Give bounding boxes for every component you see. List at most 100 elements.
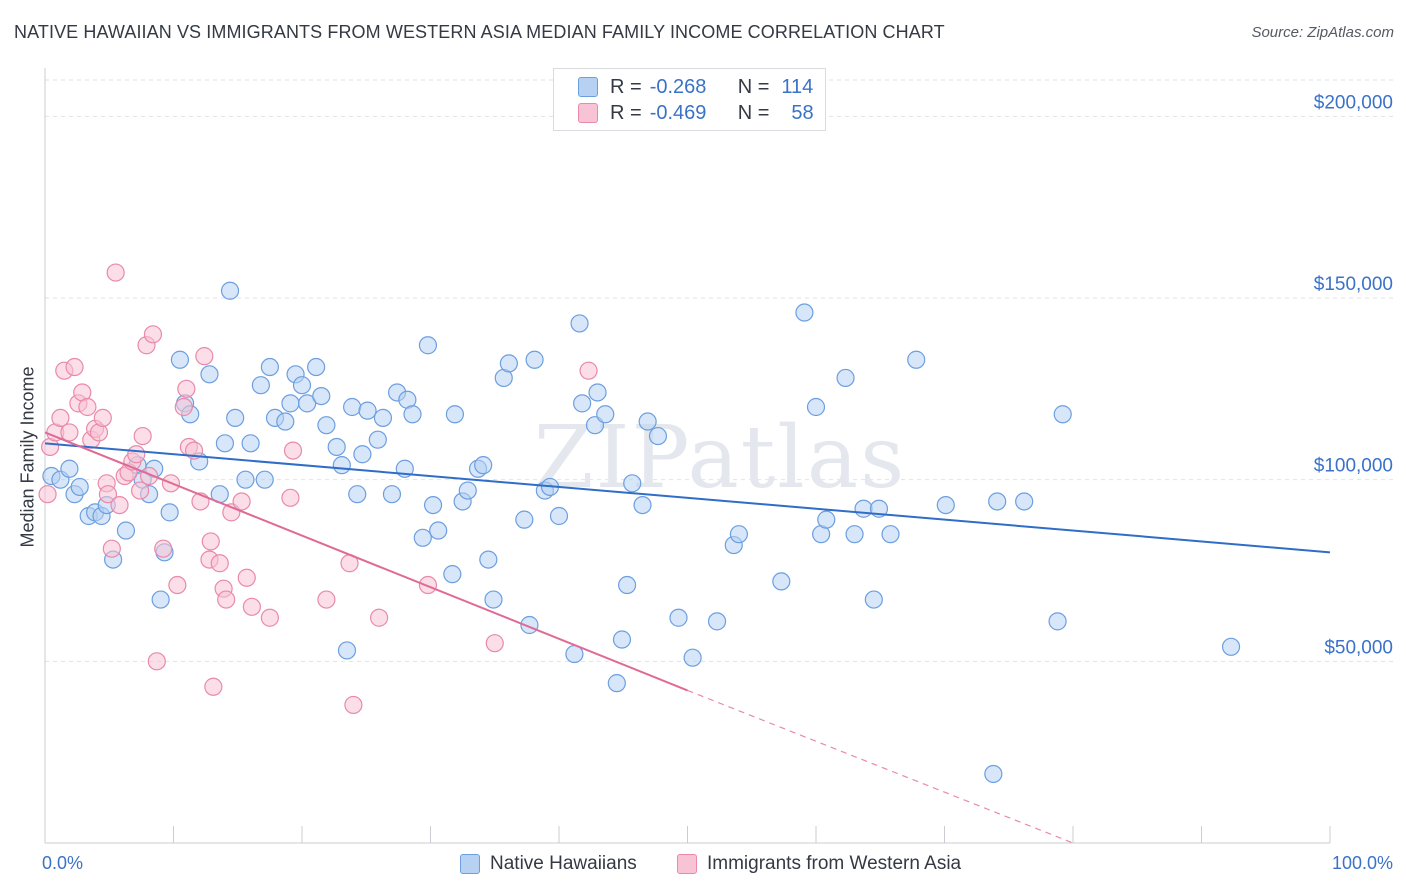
data-point bbox=[241, 434, 260, 453]
data-point bbox=[147, 652, 166, 671]
data-point bbox=[368, 430, 387, 449]
data-point bbox=[237, 568, 256, 587]
series-immigrants-western-asia bbox=[38, 263, 598, 715]
data-point bbox=[418, 336, 438, 355]
data-point bbox=[130, 481, 150, 500]
data-point bbox=[317, 590, 336, 609]
data-point bbox=[215, 434, 234, 453]
data-point bbox=[217, 590, 236, 609]
legend-r-label: R = bbox=[610, 101, 642, 124]
data-point bbox=[403, 405, 422, 424]
data-point bbox=[143, 325, 163, 344]
data-point bbox=[255, 470, 274, 489]
data-point bbox=[168, 575, 187, 595]
data-point bbox=[413, 528, 432, 547]
data-point bbox=[232, 492, 251, 511]
data-point bbox=[1015, 492, 1034, 511]
data-point bbox=[337, 641, 357, 660]
data-point bbox=[327, 437, 346, 457]
legend-r-value: -0.268 bbox=[649, 75, 707, 98]
trend-line-western-asia-extension bbox=[687, 689, 1074, 844]
data-point bbox=[102, 539, 121, 558]
data-point bbox=[618, 575, 637, 595]
axes bbox=[44, 68, 1331, 844]
data-point bbox=[984, 764, 1003, 784]
y-tick-label: $100,000 bbox=[1314, 456, 1393, 477]
y-tick-label: $150,000 bbox=[1314, 274, 1393, 295]
data-point bbox=[106, 263, 125, 282]
data-point bbox=[648, 426, 668, 446]
data-point bbox=[70, 477, 89, 497]
data-point bbox=[474, 456, 493, 475]
data-point bbox=[579, 361, 598, 380]
data-point bbox=[307, 357, 326, 377]
data-point bbox=[348, 485, 367, 504]
data-point bbox=[373, 408, 393, 427]
data-point bbox=[38, 485, 57, 504]
legend-row-western-asia: R = -0.469 N = 58 bbox=[578, 101, 814, 125]
data-point bbox=[353, 445, 372, 464]
data-point bbox=[236, 470, 255, 489]
data-point bbox=[573, 394, 592, 413]
data-point bbox=[418, 575, 438, 595]
data-point bbox=[251, 376, 270, 395]
data-point bbox=[1048, 612, 1067, 631]
data-point bbox=[160, 503, 179, 522]
data-point bbox=[772, 572, 791, 591]
data-point bbox=[382, 485, 402, 504]
data-point bbox=[612, 630, 632, 649]
legend-r-value: -0.469 bbox=[649, 101, 707, 124]
tick-labels: $50,000 $100,000 $150,000 $200,000 0.0% 100.0… bbox=[42, 92, 1393, 873]
data-point bbox=[423, 496, 443, 515]
series-layer bbox=[38, 263, 1241, 784]
data-point bbox=[226, 408, 245, 427]
data-point bbox=[795, 303, 814, 322]
legend-n-label: N = bbox=[737, 75, 770, 98]
y-axis-label: Median Family Income bbox=[17, 366, 38, 548]
data-point bbox=[204, 677, 223, 696]
series-name: Immigrants from Western Asia bbox=[707, 853, 962, 874]
stats-legend: R = -0.268 N = 114 R = -0.469 N = 58 bbox=[553, 68, 826, 131]
data-point bbox=[864, 590, 883, 609]
series-legend-native-hawaiians: Native Hawaiians bbox=[460, 851, 637, 877]
data-point bbox=[210, 554, 229, 573]
data-point bbox=[200, 365, 219, 384]
data-point bbox=[817, 510, 836, 529]
data-point bbox=[174, 397, 193, 417]
data-point bbox=[358, 401, 377, 420]
data-point bbox=[332, 456, 351, 475]
data-point bbox=[154, 539, 173, 558]
data-point bbox=[806, 397, 826, 417]
series-legend-western-asia: Immigrants from Western Asia bbox=[677, 851, 961, 877]
data-point bbox=[110, 496, 129, 515]
data-point bbox=[312, 387, 331, 406]
x-tick-label: 100.0% bbox=[1332, 853, 1393, 873]
data-point bbox=[1221, 637, 1241, 656]
data-point bbox=[907, 350, 926, 369]
data-point bbox=[276, 412, 295, 431]
legend-swatch-blue bbox=[578, 77, 598, 97]
data-point bbox=[683, 648, 702, 667]
data-point bbox=[133, 426, 152, 446]
data-point bbox=[458, 481, 477, 500]
data-point bbox=[443, 565, 462, 584]
data-point bbox=[479, 550, 498, 569]
data-point bbox=[607, 674, 626, 693]
data-point bbox=[60, 459, 79, 478]
legend-n-value: 114 bbox=[781, 75, 814, 98]
legend-row-native-hawaiians: R = -0.268 N = 114 bbox=[578, 75, 813, 99]
data-point bbox=[570, 314, 589, 333]
data-point bbox=[127, 445, 146, 464]
data-point bbox=[317, 416, 336, 435]
series-swatch-blue bbox=[460, 854, 480, 874]
data-point bbox=[177, 379, 196, 398]
data-point bbox=[549, 506, 569, 526]
data-point bbox=[936, 496, 955, 515]
data-point bbox=[344, 695, 363, 715]
data-point bbox=[1053, 405, 1072, 424]
data-point bbox=[220, 281, 240, 300]
data-point bbox=[729, 525, 749, 544]
legend-n-label: N = bbox=[737, 101, 770, 124]
data-point bbox=[633, 496, 652, 515]
data-point bbox=[525, 350, 544, 369]
